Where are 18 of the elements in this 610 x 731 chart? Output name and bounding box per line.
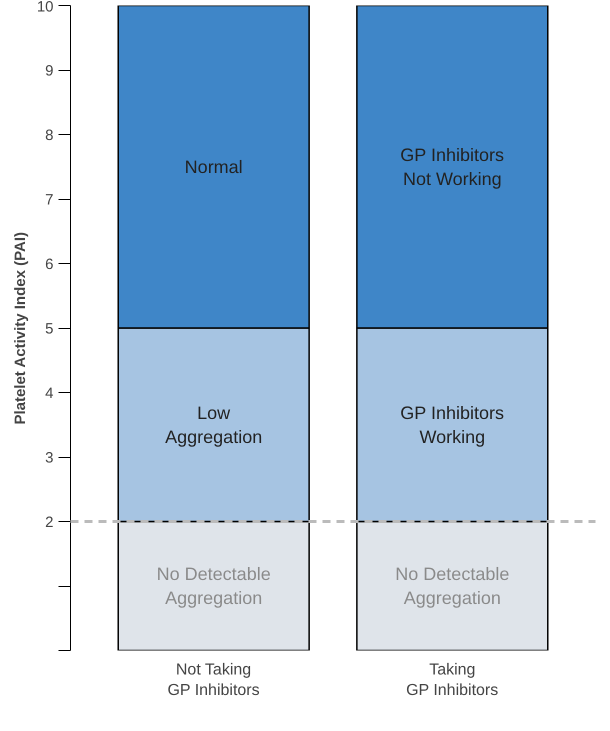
- data-label: Low Aggregation: [165, 402, 262, 447]
- x-tick-label: Taking GP Inhibitors: [406, 662, 498, 699]
- y-axis-title: Platelet Activity Index (PAI): [12, 232, 29, 425]
- data-label: Normal: [184, 156, 243, 177]
- y-tick-label: 8: [45, 127, 54, 144]
- y-tick-label: 2: [45, 514, 54, 531]
- y-tick-label: 10: [36, 0, 54, 16]
- y-tick-label: 3: [45, 450, 54, 466]
- y-tick-label: 7: [45, 192, 54, 208]
- y-tick-label: 4: [45, 385, 54, 402]
- data-label: GP Inhibitors Not Working: [400, 144, 504, 189]
- data-label: No Detectable Aggregation: [156, 564, 271, 608]
- data-label: GP Inhibitors Working: [400, 402, 504, 447]
- y-tick-label: 6: [45, 256, 54, 273]
- data-label: No Detectable Aggregation: [395, 564, 510, 608]
- y-tick-label: 9: [45, 62, 54, 80]
- x-tick-label: Not Taking GP Inhibitors: [167, 662, 260, 699]
- y-tick-label: 5: [45, 320, 54, 338]
